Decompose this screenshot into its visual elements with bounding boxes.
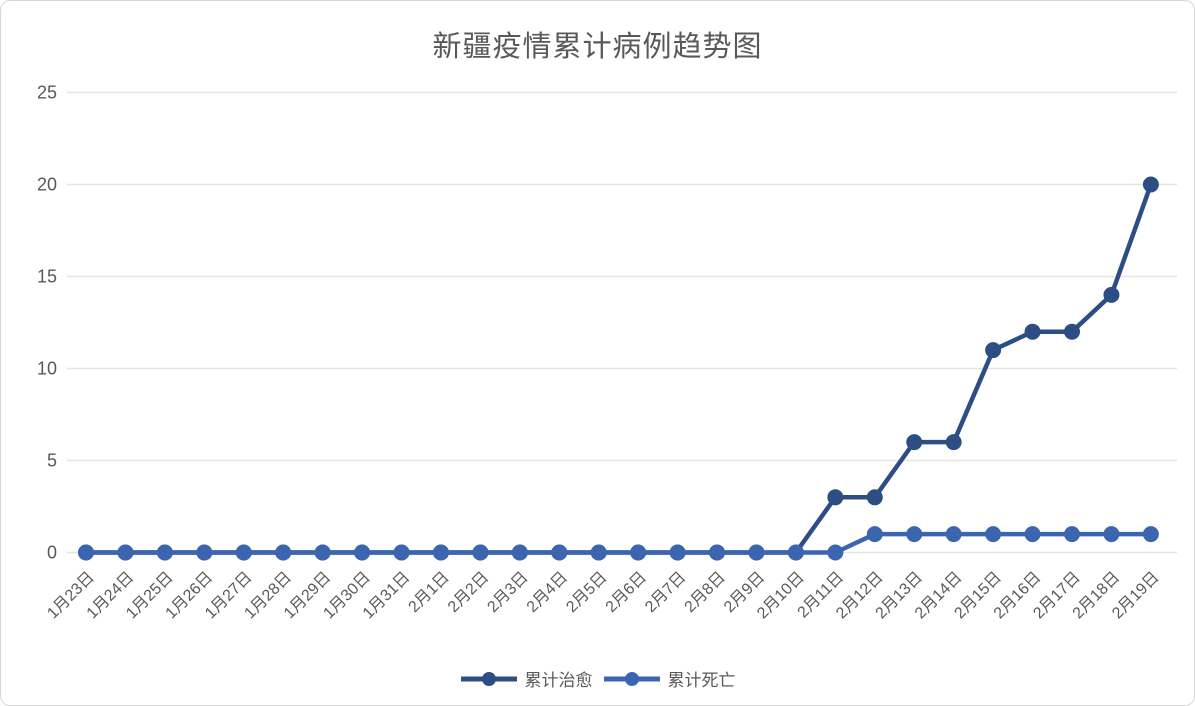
data-point-marker-deaths: [985, 526, 1002, 543]
data-point-marker-deaths: [551, 544, 568, 561]
data-point-marker-deaths: [511, 544, 528, 561]
series-line-deaths: [86, 531, 1151, 555]
x-axis-tick-label: 2月4日: [524, 569, 571, 616]
legend-marker-deaths-icon: [603, 671, 660, 686]
data-point-marker-deaths: [669, 544, 686, 561]
data-point-marker-deaths: [866, 526, 883, 543]
data-point-marker-cured: [1142, 176, 1159, 193]
legend-item-cured: 累计治愈: [460, 666, 593, 691]
y-axis-tick-label: 15: [37, 267, 57, 287]
data-point-marker-deaths: [630, 544, 647, 561]
legend-label-deaths: 累计死亡: [667, 671, 736, 690]
chart-legend: 累计治愈 累计死亡: [1, 666, 1194, 691]
y-axis-tick-label: 25: [37, 83, 57, 103]
x-axis-tick-label: 2月6日: [603, 569, 650, 616]
data-point-marker-deaths: [354, 544, 371, 561]
data-point-marker-cured: [1103, 286, 1120, 303]
x-axis-tick-label: 2月7日: [642, 569, 689, 616]
data-point-marker-deaths: [393, 544, 410, 561]
x-axis-tick-label: 2月5日: [563, 569, 610, 616]
data-point-marker-deaths: [827, 544, 844, 561]
data-point-marker-cured: [906, 434, 923, 451]
x-axis-tick-label: 2月8日: [682, 569, 729, 616]
data-point-marker-cured: [985, 342, 1002, 359]
data-point-marker-deaths: [196, 544, 213, 561]
legend-label-cured: 累计治愈: [524, 671, 593, 690]
data-point-marker-deaths: [1024, 526, 1041, 543]
y-axis-tick-label: 20: [37, 175, 57, 195]
data-point-marker-deaths: [314, 544, 331, 561]
data-point-marker-deaths: [787, 544, 804, 561]
y-axis-tick-label: 5: [47, 451, 57, 471]
data-point-marker-deaths: [1142, 526, 1159, 543]
legend-item-deaths: 累计死亡: [603, 666, 736, 691]
data-point-marker-cured: [1064, 323, 1080, 340]
x-axis-tick-label: 2月1日: [406, 569, 453, 616]
y-axis-tick-label: 0: [47, 543, 57, 563]
data-point-marker-deaths: [235, 544, 252, 561]
data-point-marker-deaths: [117, 544, 134, 561]
data-point-marker-deaths: [590, 544, 607, 561]
data-point-marker-deaths: [906, 526, 923, 543]
data-point-marker-deaths: [432, 544, 449, 561]
legend-marker-cured-icon: [460, 671, 517, 686]
data-point-marker-deaths: [275, 544, 292, 561]
x-axis-tick-label: 2月2日: [445, 569, 492, 616]
data-point-marker-deaths: [1064, 526, 1080, 543]
data-point-marker-cured: [1024, 323, 1041, 340]
data-point-marker-deaths: [709, 544, 726, 561]
data-point-marker-cured: [827, 489, 844, 506]
data-point-marker-cured: [945, 434, 962, 451]
x-axis-tick-label: 2月3日: [484, 569, 531, 616]
data-point-marker-deaths: [945, 526, 962, 543]
data-point-marker-deaths: [78, 544, 94, 561]
data-point-marker-cured: [866, 489, 883, 506]
data-point-marker-deaths: [156, 544, 173, 561]
y-axis-tick-label: 10: [37, 359, 57, 379]
data-point-marker-deaths: [472, 544, 489, 561]
chart-title: 新疆疫情累计病例趋势图: [432, 31, 763, 63]
data-point-marker-deaths: [748, 544, 765, 561]
data-point-marker-deaths: [1103, 526, 1120, 543]
